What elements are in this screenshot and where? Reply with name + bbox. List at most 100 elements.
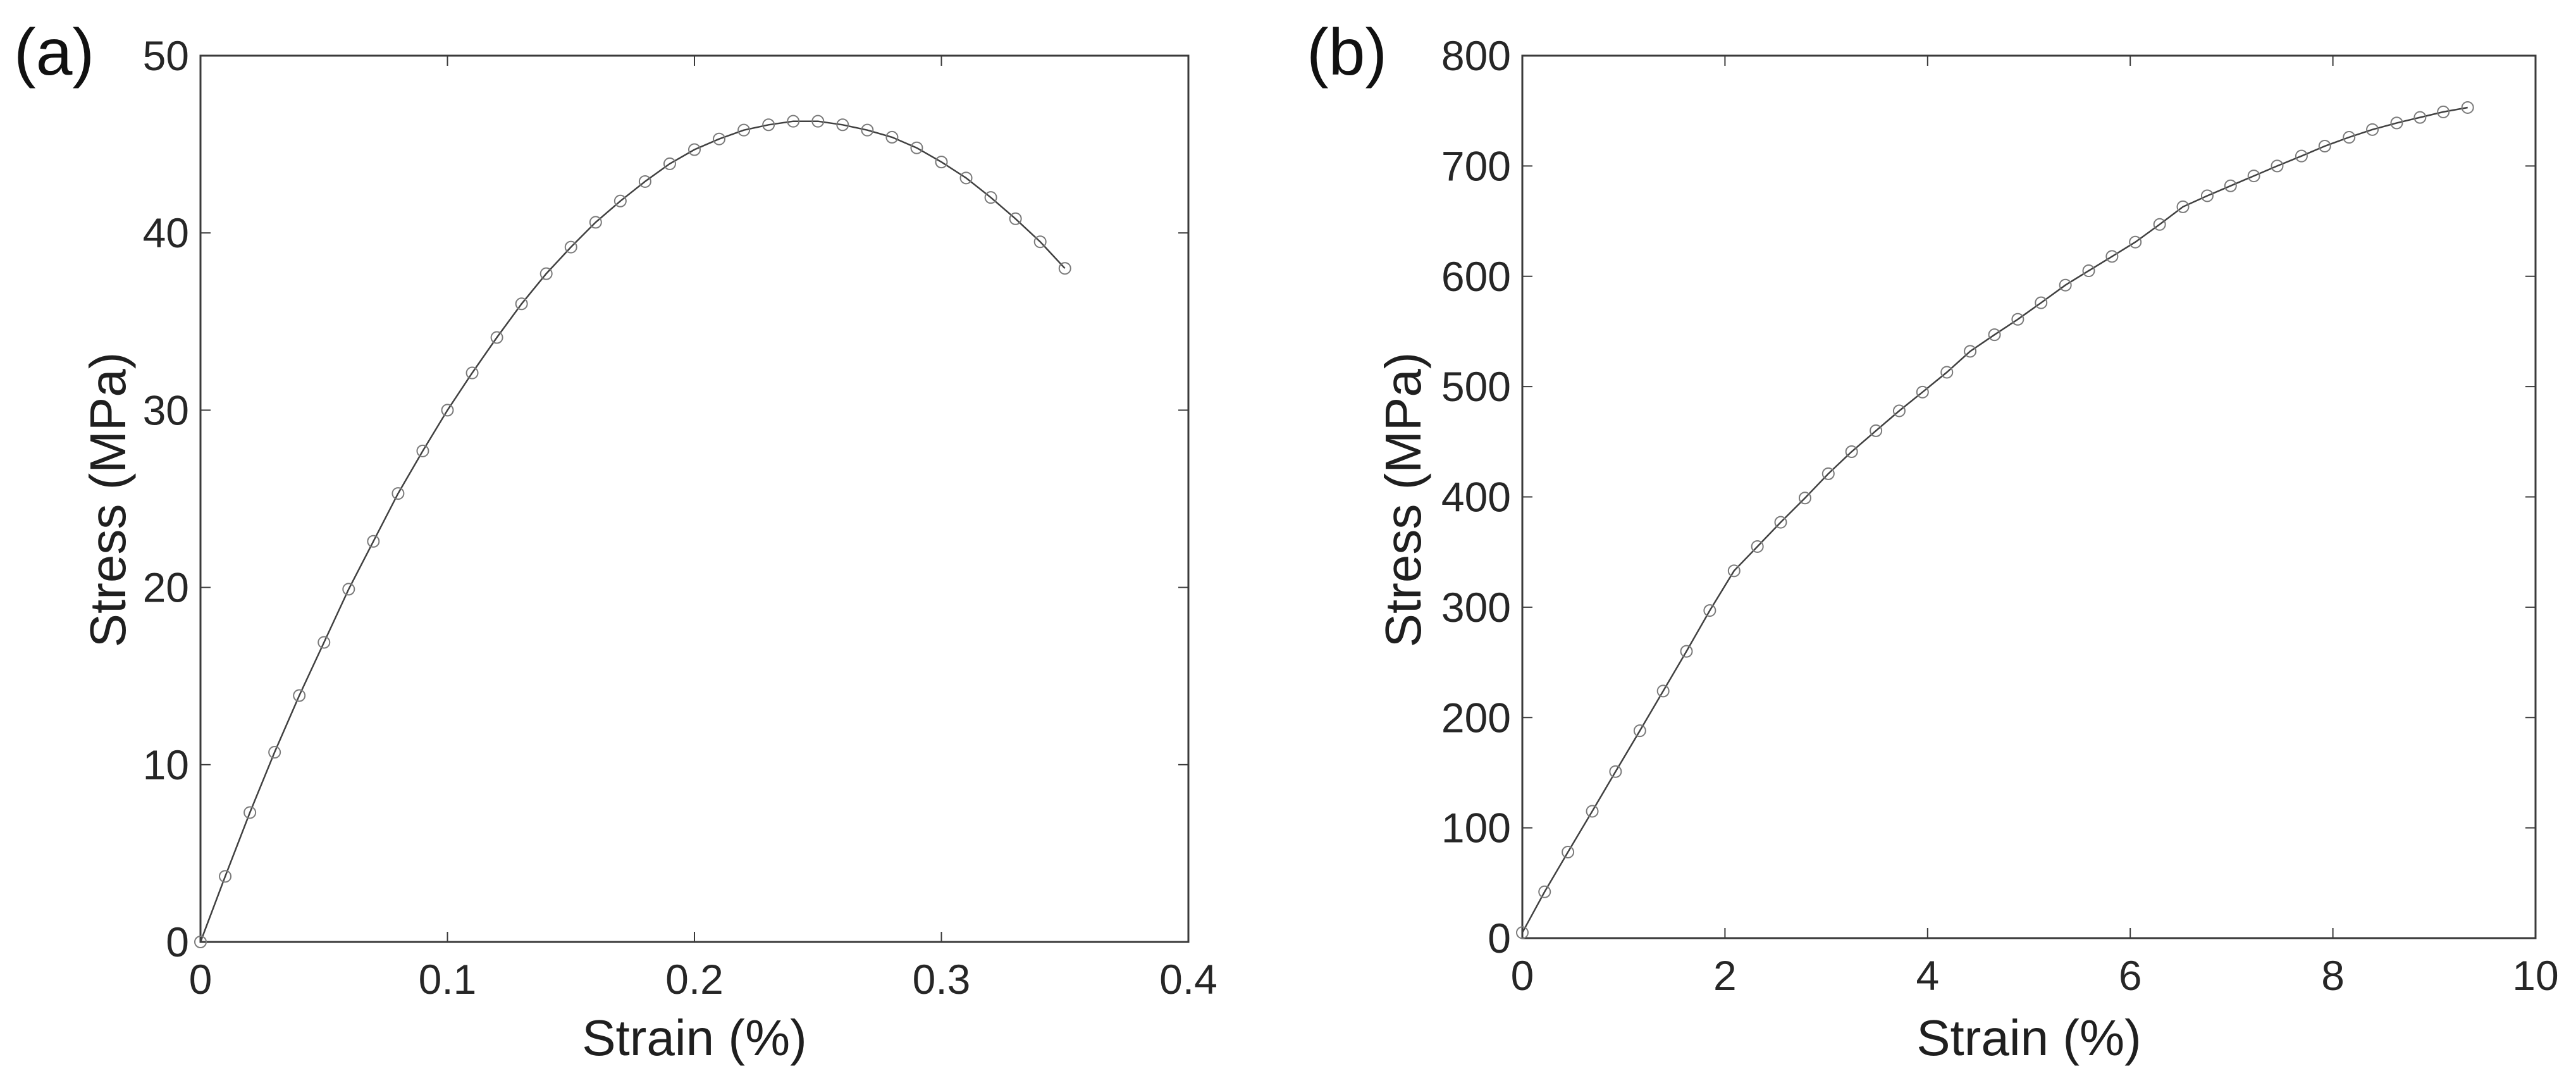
data-point-marker: [2366, 123, 2379, 136]
data-point-marker: [1633, 724, 1646, 738]
data-point-marker: [613, 194, 627, 207]
data-point-marker: [787, 114, 800, 128]
y-tick-label: 500: [1441, 363, 1511, 410]
panel-b-label: (b): [1307, 16, 1387, 89]
x-tick-label: 0.3: [913, 956, 971, 1003]
data-point-marker: [2461, 101, 2474, 114]
data-point-marker: [441, 404, 454, 417]
data-point-marker: [1033, 235, 1047, 249]
data-point-marker: [2295, 149, 2308, 163]
data-point-marker: [1538, 885, 1551, 898]
x-tick-label: 10: [2512, 952, 2558, 999]
data-point-marker: [811, 114, 825, 128]
panel-a-y-axis-title: Stress (MPa): [80, 352, 136, 648]
panel-a-y-axis: 0 10 20 30 40 50: [143, 32, 1188, 965]
panel-a-chart: (a) 0 10 20 30 40 50 0 0.1 0.2 0.3 0.4 Strain (%)…: [14, 16, 1217, 1066]
data-point-marker: [1009, 212, 1022, 225]
panel-b-x-axis-title: Strain (%): [1916, 1010, 2142, 1066]
y-tick-label: 20: [143, 564, 189, 611]
data-point-marker: [564, 240, 577, 254]
data-point-marker: [959, 171, 973, 185]
data-point-marker: [1703, 604, 1716, 617]
y-tick-label: 50: [143, 32, 189, 79]
x-tick-label: 0.1: [419, 956, 477, 1003]
data-point-marker: [762, 118, 775, 132]
data-point-marker: [1751, 540, 1764, 553]
y-tick-label: 600: [1441, 253, 1511, 300]
data-point-marker: [2035, 296, 2048, 309]
data-point-marker: [2224, 179, 2237, 192]
data-point-marker: [885, 130, 899, 144]
data-point-marker: [2437, 105, 2450, 118]
data-point-marker: [2153, 218, 2166, 231]
panel-a-x-axis: 0 0.1 0.2 0.3 0.4: [189, 56, 1217, 1003]
data-point-marker: [2247, 170, 2260, 183]
data-point-marker: [638, 175, 651, 188]
x-tick-label: 0: [189, 956, 213, 1003]
data-point-marker: [194, 936, 207, 948]
y-tick-label: 700: [1441, 142, 1511, 189]
data-point-marker: [515, 297, 528, 311]
y-tick-label: 30: [143, 387, 189, 433]
data-point-marker: [539, 267, 553, 280]
panel-b-x-axis: 0 2 4 6 8 10: [1511, 56, 2559, 999]
data-line: [1521, 106, 2468, 933]
data-point-marker: [1940, 366, 1954, 379]
data-point-marker: [342, 583, 355, 596]
panel-b-plot-frame: [1521, 54, 2537, 939]
panel-a-series: [194, 114, 1071, 948]
data-point-marker: [367, 535, 380, 548]
data-point-marker: [1586, 805, 1599, 818]
data-point-marker: [1892, 404, 1906, 418]
panel-b-y-axis-title: Stress (MPa): [1375, 352, 1431, 648]
x-tick-label: 6: [2119, 952, 2142, 999]
data-point-marker: [391, 487, 405, 500]
data-point-marker: [2318, 139, 2331, 152]
data-point-marker: [1656, 684, 1670, 698]
panel-a-x-axis-title: Strain (%): [582, 1010, 807, 1066]
data-point-marker: [1562, 845, 1575, 858]
data-point-marker: [935, 156, 948, 169]
data-point-marker: [910, 141, 923, 154]
data-point-marker: [2343, 131, 2356, 144]
data-point-marker: [861, 123, 874, 137]
y-tick-label: 300: [1441, 584, 1511, 631]
data-point-marker: [589, 216, 602, 229]
panel-a-label: (a): [14, 16, 94, 89]
data-point-marker: [2105, 250, 2119, 263]
data-point-marker: [713, 132, 726, 145]
data-point-marker: [663, 157, 676, 170]
x-tick-label: 0.2: [665, 956, 724, 1003]
data-point-marker: [243, 806, 257, 819]
data-point-marker: [984, 191, 997, 204]
data-point-marker: [2271, 159, 2284, 173]
panel-b-chart: (b) 0 100 200 300 400 500 600 700 800 0 2 4 6 8 10 St…: [1307, 16, 2559, 1066]
y-tick-label: 0: [1488, 915, 1511, 962]
data-point-marker: [1988, 328, 2001, 342]
data-point-marker: [490, 331, 503, 344]
y-tick-label: 100: [1441, 805, 1511, 851]
data-point-marker: [416, 444, 429, 457]
data-point-marker: [2176, 200, 2190, 213]
panel-a-plot-frame: [199, 54, 1190, 943]
data-point-marker: [1821, 467, 1835, 480]
data-point-marker: [2129, 235, 2142, 249]
y-tick-label: 10: [143, 741, 189, 788]
x-tick-label: 2: [1713, 952, 1737, 999]
x-tick-label: 4: [1916, 952, 1939, 999]
x-tick-label: 0: [1511, 952, 1534, 999]
data-point-marker: [317, 636, 331, 649]
data-point-marker: [2011, 313, 2024, 326]
data-point-marker: [1845, 445, 1858, 459]
data-point-marker: [2200, 189, 2214, 202]
panel-b-y-axis: 0 100 200 300 400 500 600 700 800: [1441, 32, 2536, 962]
data-point-marker: [836, 118, 849, 132]
data-point-marker: [1774, 516, 1787, 529]
data-point-marker: [1870, 424, 1883, 437]
data-point-marker: [688, 143, 701, 156]
data-point-marker: [1058, 262, 1071, 275]
data-point-marker: [1916, 385, 1929, 399]
data-point-marker: [268, 746, 281, 759]
data-point-marker: [737, 123, 751, 137]
